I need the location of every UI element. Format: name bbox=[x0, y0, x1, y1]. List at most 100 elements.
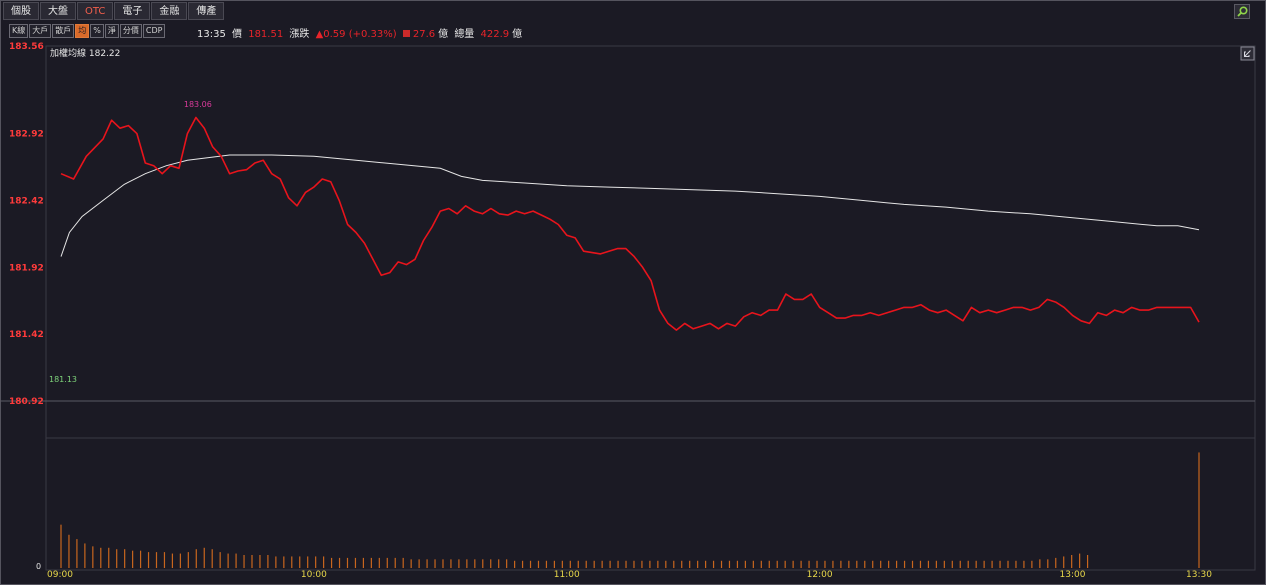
volume-bar bbox=[1047, 559, 1049, 568]
volume-bar bbox=[219, 552, 221, 568]
y-tick-label: 180.92 bbox=[9, 397, 44, 407]
volume-bar bbox=[673, 560, 675, 568]
volume-bar bbox=[697, 560, 699, 568]
volume-zero-label: 0 bbox=[36, 562, 41, 571]
volume-bar bbox=[752, 560, 754, 568]
change-label: 漲跌 bbox=[289, 29, 310, 40]
volume-bar bbox=[1015, 560, 1017, 568]
volume-bar bbox=[728, 560, 731, 568]
volume-bar bbox=[235, 553, 237, 568]
total-label: 總量 bbox=[454, 29, 475, 40]
x-tick-label: 10:00 bbox=[301, 570, 327, 580]
volume-bar bbox=[903, 560, 906, 568]
net-button[interactable]: 淨 bbox=[104, 24, 119, 38]
volume-bar bbox=[816, 560, 818, 568]
volume-bar bbox=[927, 560, 930, 568]
tab-otc[interactable]: OTC bbox=[77, 2, 114, 20]
volume-bar bbox=[935, 560, 937, 568]
volume-bar bbox=[426, 559, 428, 568]
average-button[interactable]: 均 bbox=[75, 24, 90, 38]
volume-bar bbox=[864, 560, 866, 568]
volume-bar bbox=[888, 560, 890, 568]
volume-bar bbox=[625, 560, 627, 568]
volume-bar bbox=[848, 560, 850, 568]
volume-bar bbox=[116, 549, 118, 568]
plot-border bbox=[45, 45, 1256, 571]
tab-stock[interactable]: 個股 bbox=[3, 2, 39, 20]
volume-bar bbox=[705, 560, 707, 568]
volume-bar bbox=[712, 560, 715, 568]
volume-bar bbox=[283, 556, 285, 568]
volume-bar bbox=[370, 557, 372, 568]
tab-traditional[interactable]: 傳產 bbox=[188, 2, 225, 20]
volume-bar bbox=[179, 553, 181, 568]
volume-bar bbox=[943, 560, 945, 568]
volume-bar bbox=[967, 560, 969, 568]
cdp-button[interactable]: CDP bbox=[142, 24, 166, 38]
volume-bar bbox=[617, 560, 619, 568]
volume-bar bbox=[784, 560, 786, 568]
total-value: 422.9 bbox=[480, 29, 510, 40]
y-tick-label: 181.92 bbox=[9, 263, 44, 273]
volume-bar bbox=[800, 560, 802, 568]
volume-bar bbox=[577, 560, 579, 568]
tab-electronics[interactable]: 電子 bbox=[114, 2, 151, 20]
volume-bar bbox=[211, 549, 213, 568]
volume-bar bbox=[466, 559, 468, 568]
volume-bar bbox=[720, 560, 723, 568]
price-distribution-button[interactable]: 分價 bbox=[119, 24, 142, 38]
quote-info: 13:35 價 181.51 漲跌 ▲0.59 (+0.33%) 27.6 億 總… bbox=[197, 25, 525, 40]
y-tick-label: 182.42 bbox=[9, 196, 44, 206]
volume-bar bbox=[354, 557, 357, 568]
percent-button[interactable]: % bbox=[90, 24, 104, 38]
volume-bar bbox=[872, 560, 874, 568]
low-label: 181.13 bbox=[49, 375, 77, 384]
volume-bar bbox=[307, 556, 309, 568]
volume-bar bbox=[649, 560, 651, 568]
volume-bar bbox=[569, 560, 571, 568]
volume-bar bbox=[529, 560, 532, 568]
high-label: 183.06 bbox=[184, 100, 212, 109]
volume-bar bbox=[593, 560, 595, 568]
legend-label: 加權均線 182.22 bbox=[50, 47, 120, 59]
volume-square-icon bbox=[402, 30, 410, 37]
y-tick-label: 181.42 bbox=[9, 330, 44, 340]
volume-bar bbox=[259, 555, 261, 568]
volume-bar bbox=[681, 560, 683, 568]
volume-bar bbox=[1063, 556, 1065, 568]
volume-value: 27.6 bbox=[412, 29, 436, 40]
zoom-button[interactable] bbox=[1234, 4, 1250, 19]
tab-finance[interactable]: 金融 bbox=[151, 2, 188, 20]
volume-bar bbox=[84, 543, 86, 568]
volume-bar bbox=[450, 559, 452, 568]
volume-bar bbox=[171, 553, 174, 568]
change-value: ▲0.59 (+0.33%) bbox=[315, 29, 397, 40]
volume-bar bbox=[911, 560, 914, 568]
volume-bar bbox=[919, 560, 922, 568]
volume-unit: 億 bbox=[438, 29, 449, 40]
volume-bar bbox=[187, 552, 189, 568]
x-tick-label: 09:00 bbox=[47, 570, 73, 580]
volume-bar bbox=[76, 539, 78, 568]
volume-bar bbox=[346, 557, 349, 568]
volume-bar bbox=[442, 559, 444, 568]
volume-bar bbox=[147, 552, 150, 568]
volume-bar bbox=[641, 560, 643, 568]
y-tick-label: 182.92 bbox=[9, 130, 44, 140]
big-trader-button[interactable]: 大戶 bbox=[29, 24, 52, 38]
price-label: 價 bbox=[232, 29, 243, 40]
y-tick-label: 183.56 bbox=[9, 42, 44, 52]
volume-bar bbox=[983, 560, 985, 568]
link-toggle-button[interactable] bbox=[1240, 46, 1255, 61]
volume-bar bbox=[585, 560, 587, 568]
volume-bar bbox=[991, 560, 993, 568]
volume-bar bbox=[951, 560, 953, 568]
volume-bar bbox=[60, 524, 62, 568]
kline-button[interactable]: K線 bbox=[9, 24, 29, 38]
tab-market[interactable]: 大盤 bbox=[40, 2, 76, 20]
volume-bar bbox=[203, 547, 205, 568]
volume-bar bbox=[338, 557, 341, 568]
volume-bar bbox=[243, 555, 245, 568]
retail-button[interactable]: 散戶 bbox=[52, 24, 75, 38]
volume-bar bbox=[402, 557, 404, 568]
